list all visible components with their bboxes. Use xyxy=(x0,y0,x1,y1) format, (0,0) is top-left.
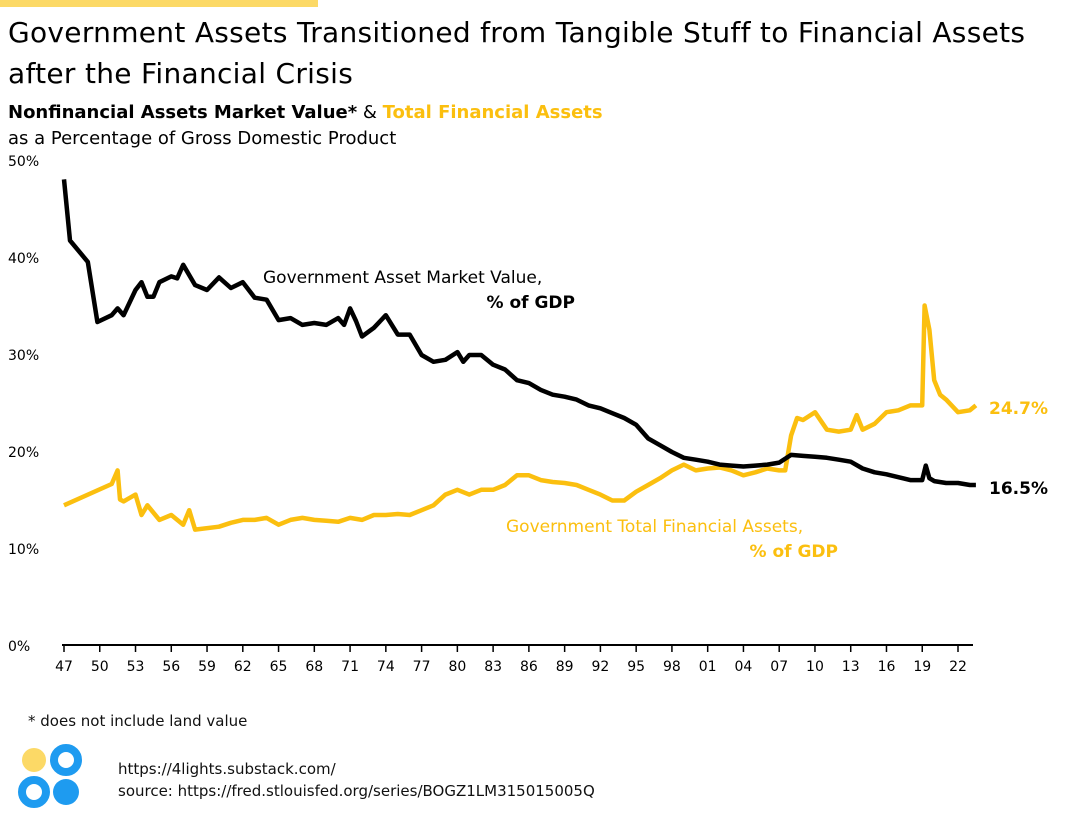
x-tick-label: 89 xyxy=(556,659,574,675)
x-tick-label: 10 xyxy=(806,659,824,675)
source-link[interactable]: source: https://fred.stlouisfed.org/seri… xyxy=(118,782,595,800)
end-label-nonfinancial: 16.5% xyxy=(989,479,1048,499)
y-tick-label: 50% xyxy=(8,154,39,170)
x-tick-label: 68 xyxy=(305,659,323,675)
y-tick-label: 20% xyxy=(8,445,39,461)
series-label-financial-line2: % of GDP xyxy=(750,542,838,562)
x-tick-label: 53 xyxy=(127,659,145,675)
series-line-nonfinancial-assets xyxy=(61,179,976,488)
x-tick-label: 19 xyxy=(913,659,931,675)
x-tick-label: 98 xyxy=(663,659,681,675)
series-line-financial-assets xyxy=(63,303,978,532)
series-label-nonfinancial-line2: % of GDP xyxy=(487,293,575,313)
x-tick-label: 47 xyxy=(55,659,73,675)
x-tick-label: 80 xyxy=(448,659,466,675)
chart-subtitle-line2: as a Percentage of Gross Domestic Produc… xyxy=(8,128,397,149)
x-tick-label: 92 xyxy=(591,659,609,675)
y-tick-label: 10% xyxy=(8,542,39,558)
chart-title: Government Assets Transitioned from Tang… xyxy=(8,16,1026,90)
x-tick-label: 71 xyxy=(341,659,359,675)
subtitle-financial: Total Financial Assets xyxy=(382,102,603,123)
x-tick-label: 74 xyxy=(377,659,395,675)
x-tick-label: 01 xyxy=(699,659,717,675)
y-tick-label: 30% xyxy=(8,348,39,364)
x-tick-label: 04 xyxy=(735,659,753,675)
line-chart: 0% 10% 20% 30% 40% 50% 47 50 53 56 59 62 65 68 71 74 77… xyxy=(8,154,1048,675)
x-tick-label: 86 xyxy=(520,659,538,675)
x-tick-label: 22 xyxy=(949,659,967,675)
x-tick-label: 83 xyxy=(484,659,502,675)
site-link[interactable]: https://4lights.substack.com/ xyxy=(118,760,336,778)
x-tick-label: 59 xyxy=(198,659,216,675)
y-tick-label: 40% xyxy=(8,251,39,267)
y-tick-label: 0% xyxy=(8,639,30,655)
x-tick-label: 13 xyxy=(842,659,860,675)
x-tick-label: 16 xyxy=(878,659,896,675)
accent-bar xyxy=(0,0,318,7)
x-tick-label: 56 xyxy=(162,659,180,675)
series-label-financial-line1: Government Total Financial Assets, xyxy=(506,517,803,537)
logo-icon xyxy=(18,744,82,808)
x-tick-label: 77 xyxy=(413,659,431,675)
footnote: * does not include land value xyxy=(28,712,248,730)
subtitle-nonfinancial: Nonfinancial Assets Market Value* xyxy=(8,102,358,123)
end-label-financial: 24.7% xyxy=(989,399,1048,419)
x-tick-label: 50 xyxy=(91,659,109,675)
series-label-nonfinancial-line1: Government Asset Market Value, xyxy=(263,268,542,288)
x-tick-label: 95 xyxy=(627,659,645,675)
subtitle-amp: & xyxy=(357,102,383,123)
chart-subtitle: Nonfinancial Assets Market Value* & Tota… xyxy=(8,102,603,123)
x-tick-label: 62 xyxy=(234,659,252,675)
x-tick-label: 65 xyxy=(270,659,288,675)
x-tick-label: 07 xyxy=(770,659,788,675)
